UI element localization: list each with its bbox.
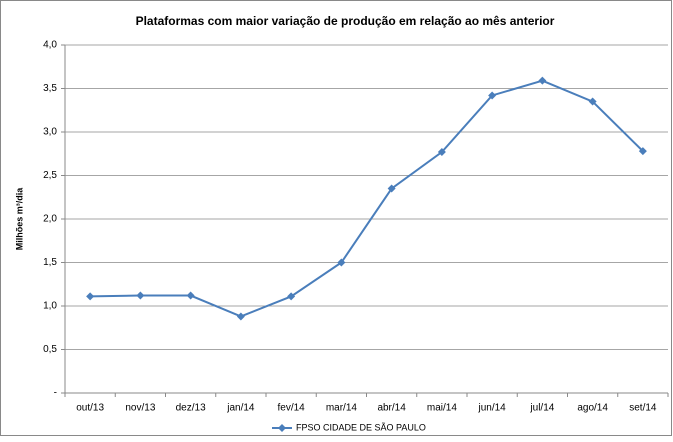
y-tick-label: 1,0 <box>43 301 57 312</box>
x-tick-label: fev/14 <box>278 403 306 414</box>
x-tick-label: jul/14 <box>529 403 554 414</box>
x-tick-label: mai/14 <box>427 403 457 414</box>
x-tick-label: abr/14 <box>377 403 406 414</box>
x-tick-label: jan/14 <box>226 403 255 414</box>
marker <box>538 76 547 85</box>
chart-title: Plataformas com maior variação de produç… <box>136 14 555 28</box>
marker <box>186 291 195 300</box>
legend-marker <box>278 424 286 432</box>
marker <box>638 147 647 156</box>
marker <box>488 91 497 100</box>
y-axis-label: Milhões m³/dia <box>14 187 24 251</box>
marker <box>236 312 245 321</box>
x-tick-label: jun/14 <box>478 403 507 414</box>
x-tick-label: set/14 <box>629 403 657 414</box>
y-tick-label: - <box>54 388 57 399</box>
marker <box>437 148 446 157</box>
marker <box>387 184 396 193</box>
x-tick-label: out/13 <box>76 403 104 414</box>
y-tick-label: 0,5 <box>43 344 57 355</box>
y-tick-label: 2,5 <box>43 170 57 181</box>
x-tick-label: mar/14 <box>326 403 358 414</box>
legend-label: FPSO CIDADE DE SÃO PAULO <box>296 422 426 432</box>
marker <box>287 292 296 301</box>
y-tick-label: 4,0 <box>43 40 57 51</box>
marker <box>588 97 597 106</box>
y-tick-label: 3,0 <box>43 127 57 138</box>
marker <box>136 291 145 300</box>
y-tick-label: 2,0 <box>43 214 57 225</box>
x-tick-label: nov/13 <box>125 403 155 414</box>
x-tick-label: dez/13 <box>176 403 206 414</box>
y-tick-label: 3,5 <box>43 83 57 94</box>
marker <box>337 258 346 267</box>
y-tick-label: 1,5 <box>43 257 57 268</box>
x-tick-label: ago/14 <box>577 403 608 414</box>
series-line <box>90 79 644 318</box>
marker <box>86 292 95 301</box>
